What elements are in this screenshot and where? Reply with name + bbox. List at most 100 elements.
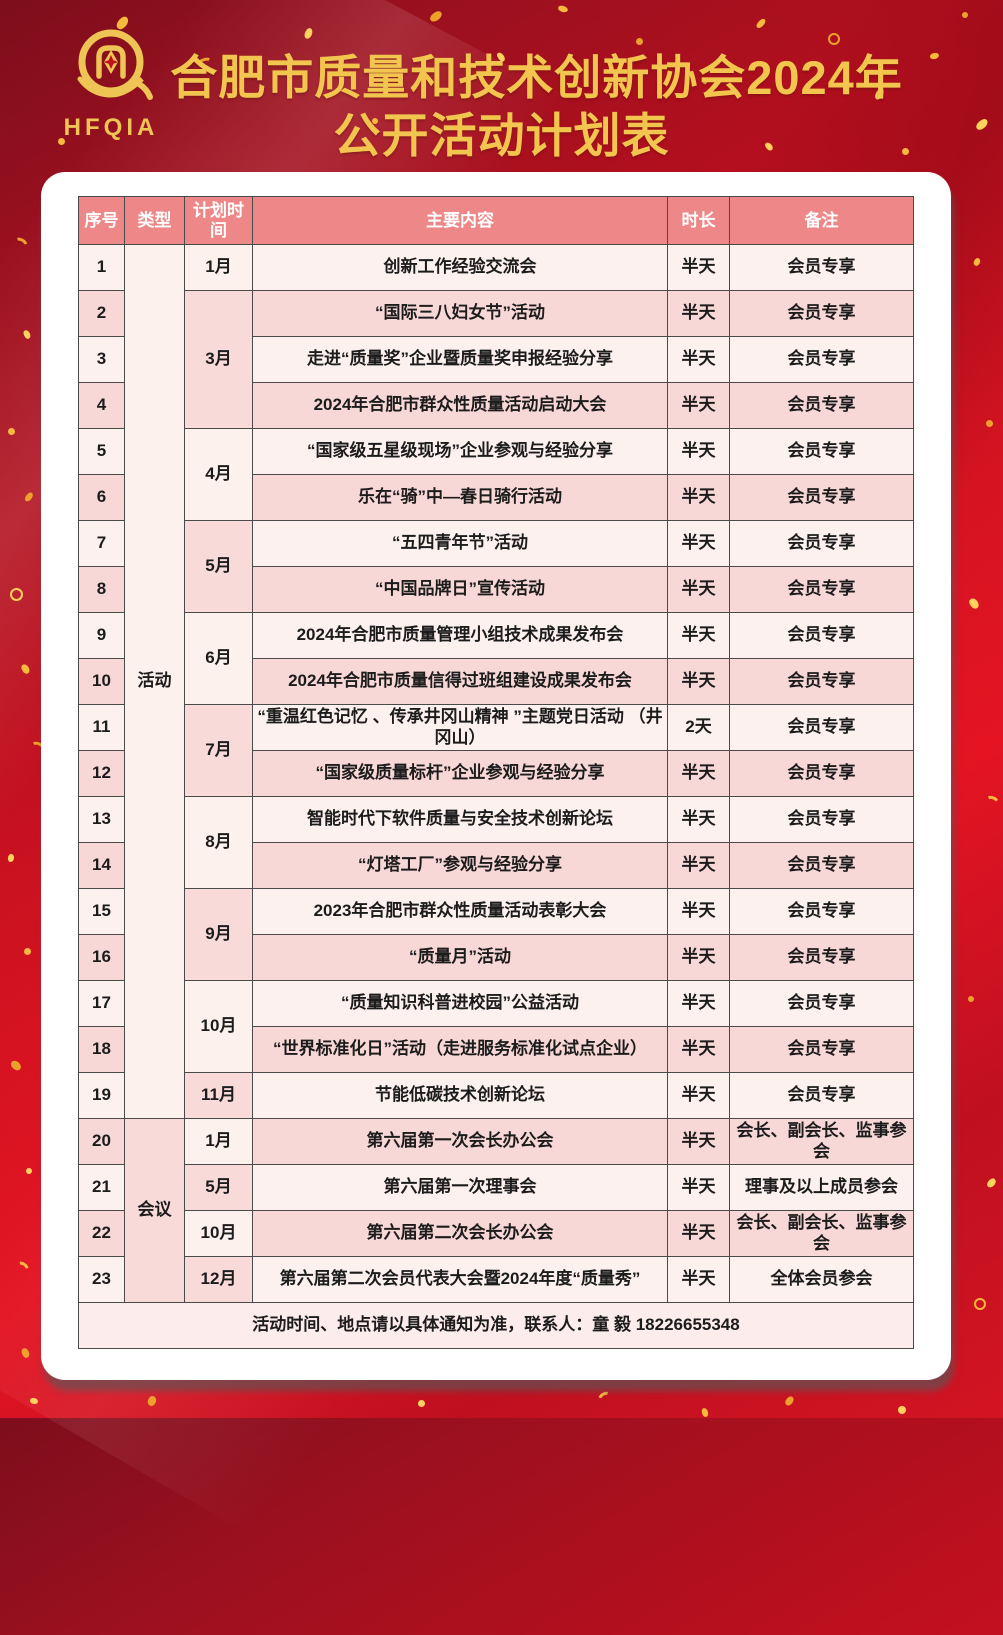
row-number-cell: 19 — [78, 1072, 125, 1119]
confetti-fleck — [982, 793, 1001, 812]
row-number-cell: 5 — [78, 428, 125, 475]
month-group-cell: 1月 — [184, 1118, 253, 1165]
confetti-fleck — [828, 33, 840, 45]
row-number-cell: 22 — [78, 1210, 125, 1257]
month-group-cell: 10月 — [184, 980, 253, 1073]
note-cell: 会员专享 — [729, 566, 914, 613]
note-cell: 全体会员参会 — [729, 1256, 914, 1303]
duration-cell: 半天 — [667, 658, 730, 705]
row-number-cell: 8 — [78, 566, 125, 613]
content-cell: 乐在“骑”中—春日骑行活动 — [252, 474, 668, 521]
content-cell: “质量知识科普进校园”公益活动 — [252, 980, 668, 1027]
confetti-fleck — [22, 329, 32, 340]
row-number-cell: 21 — [78, 1164, 125, 1211]
duration-cell: 2天 — [667, 704, 730, 751]
confetti-fleck — [783, 1394, 796, 1408]
table-row: 1 活动 1月 创新工作经验交流会 半天 会员专享 — [78, 244, 914, 1119]
content-cell: 节能低碳技术创新论坛 — [252, 1072, 668, 1119]
row-number-cell: 13 — [78, 796, 125, 843]
content-cell: “重温红色记忆 、传承井冈山精神 ”主题党日活动 （井冈山） — [252, 704, 668, 751]
content-cell: “国家级五星级现场”企业参观与经验分享 — [252, 428, 668, 475]
duration-cell: 半天 — [667, 474, 730, 521]
table-row: 4 2024年合肥市群众性质量活动启动大会 半天 会员专享 — [78, 382, 914, 429]
note-cell: 理事及以上成员参会 — [729, 1164, 914, 1211]
content-cell: 2023年合肥市群众性质量活动表彰大会 — [252, 888, 668, 935]
poster-title-line1: 合肥市质量和技术创新协会2024年 — [170, 51, 903, 104]
duration-cell: 半天 — [667, 1210, 730, 1257]
month-group-cell: 6月 — [184, 612, 253, 705]
confetti-fleck — [9, 1058, 23, 1073]
row-number-cell: 17 — [78, 980, 125, 1027]
confetti-fleck — [898, 1406, 906, 1414]
row-number-cell: 14 — [78, 842, 125, 889]
month-group-cell: 8月 — [184, 796, 253, 889]
table-row: 8 “中国品牌日”宣传活动 半天 会员专享 — [78, 566, 914, 613]
confetti-fleck — [23, 491, 35, 503]
content-cell: 走进“质量奖”企业暨质量奖申报经验分享 — [252, 336, 668, 383]
table-row: 12 “国家级质量标杆”企业参观与经验分享 半天 会员专享 — [78, 750, 914, 797]
plan-table: 序号 类型 计划时间 主要内容 时长 备注 1 活动 1月 创新工作经验交流会 半天 会员… — [78, 196, 914, 1349]
column-header-note: 备注 — [729, 196, 914, 245]
plan-card: 序号 类型 计划时间 主要内容 时长 备注 1 活动 1月 创新工作经验交流会 半天 会员… — [41, 172, 951, 1380]
row-number-cell: 16 — [78, 934, 125, 981]
column-header-type: 类型 — [124, 196, 185, 245]
duration-cell: 半天 — [667, 1026, 730, 1073]
row-number-cell: 2 — [78, 290, 125, 337]
month-group-cell: 4月 — [184, 428, 253, 521]
note-cell: 会员专享 — [729, 1072, 914, 1119]
content-cell: “世界标准化日”活动（走进服务标准化试点企业） — [252, 1026, 668, 1073]
note-cell: 会员专享 — [729, 474, 914, 521]
content-cell: “质量月”活动 — [252, 934, 668, 981]
duration-cell: 半天 — [667, 1164, 730, 1211]
note-cell: 会员专享 — [729, 336, 914, 383]
confetti-fleck — [146, 1394, 158, 1408]
row-number-cell: 1 — [78, 244, 125, 291]
confetti-fleck — [700, 1407, 710, 1418]
month-group-cell: 12月 — [184, 1256, 253, 1303]
table-row: 23 12月 第六届第二次会员代表大会暨2024年度“质量秀” 半天 全体会员参会 — [78, 1256, 914, 1303]
row-number-cell: 7 — [78, 520, 125, 567]
duration-cell: 半天 — [667, 934, 730, 981]
note-cell: 会员专享 — [729, 796, 914, 843]
confetti-fleck — [11, 1258, 32, 1279]
confetti-fleck — [595, 1389, 616, 1408]
duration-cell: 半天 — [667, 750, 730, 797]
duration-cell: 半天 — [667, 290, 730, 337]
table-row: 13 8月 智能时代下软件质量与安全技术创新论坛 半天 会员专享 — [78, 796, 914, 889]
table-row: 3 走进“质量奖”企业暨质量奖申报经验分享 半天 会员专享 — [78, 336, 914, 383]
content-cell: 第六届第二次会长办公会 — [252, 1210, 668, 1257]
column-header-content: 主要内容 — [252, 196, 668, 245]
duration-cell: 半天 — [667, 612, 730, 659]
column-header-duration: 时长 — [667, 196, 730, 245]
table-row: 21 5月 第六届第一次理事会 半天 理事及以上成员参会 — [78, 1164, 914, 1211]
content-cell: 第六届第一次理事会 — [252, 1164, 668, 1211]
note-cell: 会员专享 — [729, 704, 914, 751]
confetti-fleck — [10, 588, 23, 601]
content-cell: 创新工作经验交流会 — [252, 244, 668, 291]
table-row: 22 10月 第六届第二次会长办公会 半天 会长、副会长、监事参会 — [78, 1210, 914, 1257]
month-group-cell: 9月 — [184, 888, 253, 981]
table-row: 19 11月 节能低碳技术创新论坛 半天 会员专享 — [78, 1072, 914, 1119]
table-row: 17 10月 “质量知识科普进校园”公益活动 半天 会员专享 — [78, 980, 914, 1073]
type-group-cell: 会议 — [124, 1118, 185, 1303]
content-cell: 2024年合肥市群众性质量活动启动大会 — [252, 382, 668, 429]
table-header-row: 序号 类型 计划时间 主要内容 时长 备注 — [78, 196, 914, 245]
note-cell: 会员专享 — [729, 658, 914, 705]
confetti-fleck — [7, 853, 15, 863]
note-cell: 会员专享 — [729, 750, 914, 797]
content-cell: 2024年合肥市质量管理小组技术成果发布会 — [252, 612, 668, 659]
duration-cell: 半天 — [667, 842, 730, 889]
note-cell: 会员专享 — [729, 244, 914, 291]
duration-cell: 半天 — [667, 980, 730, 1027]
column-header-month: 计划时间 — [184, 196, 253, 245]
note-cell: 会长、副会长、监事参会 — [729, 1210, 914, 1257]
month-group-cell: 11月 — [184, 1072, 253, 1119]
table-row: 6 乐在“骑”中—春日骑行活动 半天 会员专享 — [78, 474, 914, 521]
table-row: 14 “灯塔工厂”参观与经验分享 半天 会员专享 — [78, 842, 914, 889]
table-row: 16 “质量月”活动 半天 会员专享 — [78, 934, 914, 981]
association-emblem-icon — [77, 29, 153, 100]
note-cell: 会员专享 — [729, 612, 914, 659]
duration-cell: 半天 — [667, 1072, 730, 1119]
month-group-cell: 7月 — [184, 704, 253, 797]
duration-cell: 半天 — [667, 796, 730, 843]
